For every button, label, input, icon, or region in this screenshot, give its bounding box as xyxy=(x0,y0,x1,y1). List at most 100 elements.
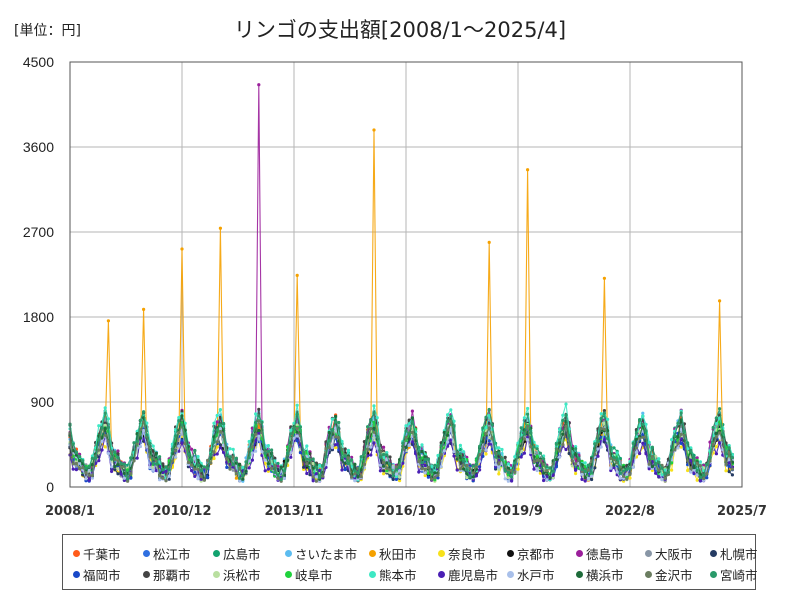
data-point xyxy=(535,468,539,473)
data-point xyxy=(663,472,667,476)
data-point xyxy=(513,470,517,474)
data-point xyxy=(433,463,437,467)
data-point xyxy=(241,474,245,478)
data-point xyxy=(609,468,613,473)
data-point xyxy=(407,418,411,422)
data-point xyxy=(100,448,104,452)
data-point xyxy=(666,472,671,477)
data-point xyxy=(446,413,450,417)
data-point xyxy=(209,452,213,456)
data-point xyxy=(388,462,392,466)
data-point xyxy=(718,407,722,411)
data-point xyxy=(526,406,530,411)
data-point xyxy=(497,472,501,476)
data-point xyxy=(356,471,360,475)
data-point xyxy=(372,411,376,415)
data-point xyxy=(689,467,693,471)
data-point xyxy=(346,456,350,460)
data-point xyxy=(129,476,133,480)
data-point xyxy=(174,455,178,459)
data-point xyxy=(503,477,507,481)
data-point xyxy=(250,451,254,455)
data-point xyxy=(558,449,562,453)
data-point xyxy=(218,408,222,412)
data-point xyxy=(378,469,382,473)
data-point xyxy=(436,473,440,477)
data-point xyxy=(449,438,453,442)
data-point xyxy=(398,479,402,483)
legend-label: 那覇市 xyxy=(153,568,191,583)
data-point xyxy=(257,431,261,435)
data-point xyxy=(657,468,661,472)
data-point xyxy=(654,462,658,466)
data-point xyxy=(247,459,251,463)
data-point xyxy=(420,467,424,471)
data-point xyxy=(500,458,504,462)
data-point xyxy=(151,468,155,472)
data-point xyxy=(145,421,149,425)
legend-label: 千葉市 xyxy=(83,547,121,562)
data-point xyxy=(369,445,373,449)
data-point xyxy=(657,460,661,464)
data-point xyxy=(314,472,318,476)
data-point xyxy=(497,451,501,455)
data-point xyxy=(193,467,197,471)
data-point xyxy=(222,421,226,426)
data-point xyxy=(558,427,562,431)
data-point xyxy=(212,450,216,454)
data-point xyxy=(369,426,373,430)
data-point xyxy=(558,455,562,459)
data-point xyxy=(100,426,104,430)
data-point xyxy=(516,453,520,457)
data-point xyxy=(602,427,607,431)
data-point xyxy=(250,445,254,449)
data-point xyxy=(340,456,344,460)
data-point xyxy=(631,441,635,446)
data-point xyxy=(116,455,120,460)
data-point xyxy=(244,460,248,464)
data-point xyxy=(145,433,149,437)
data-point xyxy=(151,449,155,453)
data-point xyxy=(551,469,555,473)
data-point xyxy=(103,411,107,415)
data-point xyxy=(458,443,462,447)
data-point xyxy=(391,474,395,478)
data-point xyxy=(382,464,386,468)
legend-item: 秋田市 xyxy=(369,544,417,563)
data-point xyxy=(484,448,488,452)
legend-label: 徳島市 xyxy=(586,547,624,562)
data-point xyxy=(471,464,475,468)
series-layer xyxy=(68,83,735,484)
data-point xyxy=(714,452,719,456)
legend-marker-icon xyxy=(369,550,376,557)
data-point xyxy=(385,453,389,457)
data-point xyxy=(103,445,107,449)
data-point xyxy=(478,468,482,472)
data-point xyxy=(455,468,459,472)
data-point xyxy=(602,411,607,415)
data-point xyxy=(97,424,101,428)
data-point xyxy=(148,441,152,446)
data-point xyxy=(644,422,648,426)
x-tick-label: 2025/7 xyxy=(717,504,767,519)
data-point xyxy=(394,474,398,479)
data-point xyxy=(654,471,658,475)
data-point xyxy=(670,438,674,442)
data-point xyxy=(142,410,146,414)
data-point xyxy=(596,454,600,458)
data-point xyxy=(148,455,152,459)
data-point xyxy=(398,465,402,469)
data-point xyxy=(106,417,110,421)
data-point xyxy=(174,449,178,453)
data-point xyxy=(359,475,363,479)
data-point xyxy=(126,479,130,483)
data-point xyxy=(254,449,258,453)
data-point xyxy=(186,460,190,465)
data-point xyxy=(625,472,629,477)
data-point xyxy=(311,475,315,479)
legend-item: 熊本市 xyxy=(369,565,417,584)
data-point xyxy=(506,466,510,470)
series-line xyxy=(69,129,733,483)
data-point xyxy=(302,465,306,469)
data-point xyxy=(692,456,696,460)
